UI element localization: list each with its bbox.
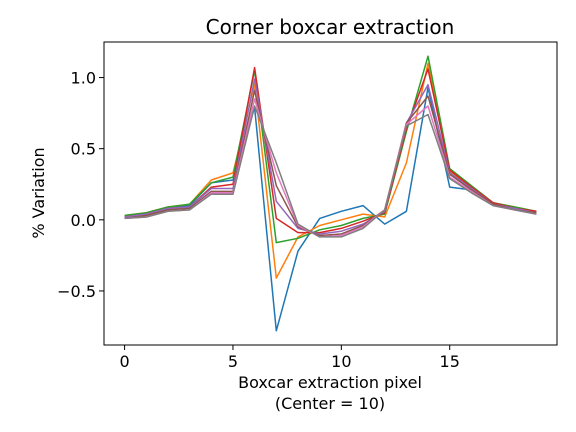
y-tick-label: 1.0 <box>71 69 96 88</box>
series-line-5 <box>124 78 537 235</box>
series-line-6 <box>124 89 537 237</box>
x-axis-label: Boxcar extraction pixel <box>238 373 422 392</box>
x-tick-label: 0 <box>119 352 129 371</box>
series-line-2 <box>124 62 537 279</box>
y-tick-label: 0.5 <box>71 140 96 159</box>
series-line-7 <box>124 98 537 238</box>
series-line-8 <box>124 105 537 238</box>
series-line-3 <box>124 55 537 244</box>
x-tick-label: 10 <box>331 352 351 371</box>
x-tick-label: 15 <box>440 352 460 371</box>
y-tick-label: −0.5 <box>57 282 96 301</box>
series-layer <box>124 55 537 332</box>
chart-title: Corner boxcar extraction <box>206 15 455 39</box>
x-axis-label-line2: (Center = 10) <box>275 394 385 413</box>
y-axis: −0.5 0.0 0.5 1.0 <box>57 69 104 301</box>
y-axis-label: % Variation <box>29 147 48 238</box>
y-tick-label: 0.0 <box>71 211 96 230</box>
plot-frame <box>103 41 558 346</box>
x-tick-label: 5 <box>228 352 238 371</box>
x-axis: 0 5 10 15 <box>119 345 460 371</box>
